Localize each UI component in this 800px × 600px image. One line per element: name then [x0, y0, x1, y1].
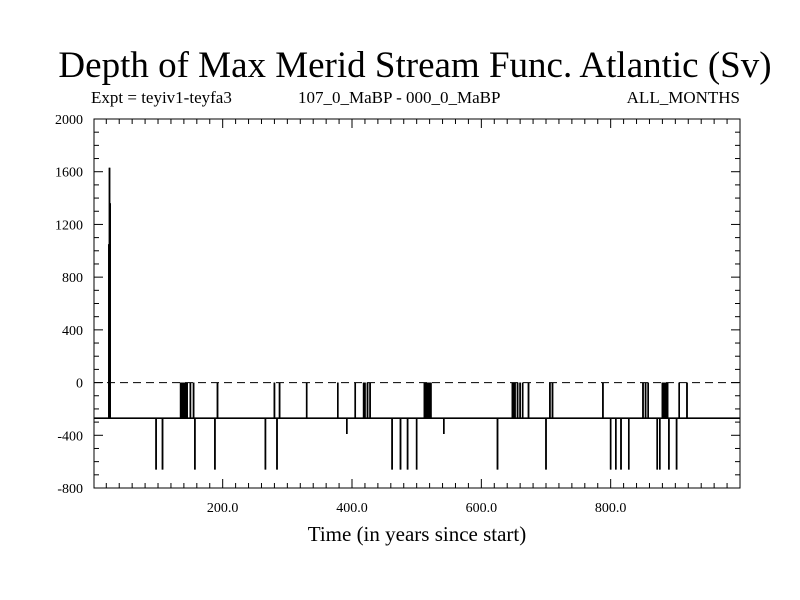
chart-title: Depth of Max Merid Stream Func. Atlantic…: [58, 45, 772, 86]
y-tick-label: -400: [57, 429, 83, 444]
y-tick-label: -800: [57, 482, 83, 497]
y-tick-label: 1600: [55, 166, 83, 181]
y-tick-label: 400: [62, 324, 83, 339]
x-tick-label: 400.0: [336, 501, 368, 516]
series-depth-of-max-stream-function: [94, 167, 740, 470]
experiment-label: Expt = teyiv1-teyfa3: [91, 88, 232, 107]
months-label: ALL_MONTHS: [626, 88, 740, 107]
y-tick-label: 0: [76, 377, 83, 392]
x-tick-label: 800.0: [595, 501, 627, 516]
y-tick-label: 2000: [55, 113, 83, 128]
y-tick-label: 800: [62, 271, 83, 286]
x-axis-label: Time (in years since start): [308, 522, 527, 546]
x-tick-label: 600.0: [466, 501, 498, 516]
y-tick-label: 1200: [55, 218, 83, 233]
x-tick-label: 200.0: [207, 501, 239, 516]
time-range-label: 107_0_MaBP - 000_0_MaBP: [298, 88, 501, 107]
